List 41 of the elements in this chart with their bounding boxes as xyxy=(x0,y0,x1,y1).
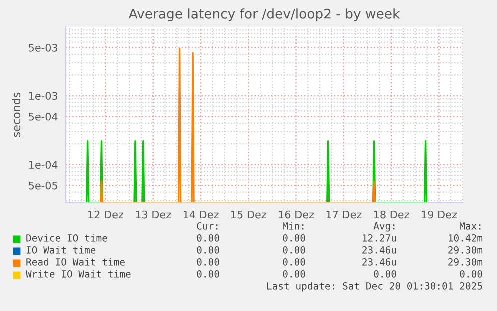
text: 0.00 xyxy=(197,270,220,278)
text: 23.46u xyxy=(362,246,396,254)
x-tick-label: 13 Dez xyxy=(136,210,172,219)
text: 0.00 xyxy=(283,246,306,254)
text: 0.00 xyxy=(460,270,482,278)
text: 0.00 xyxy=(197,234,220,242)
text: 12.27u xyxy=(363,234,396,242)
y-tick-label: 1e-03 xyxy=(29,92,58,100)
legend-label: Device IO time xyxy=(26,234,108,242)
text: 10.42m xyxy=(449,234,483,242)
text: Min: xyxy=(282,222,304,230)
x-tick-label: 14 Dez xyxy=(184,210,219,219)
x-tick-label: 15 Dez xyxy=(232,210,266,219)
legend-label: IO Wait time xyxy=(26,246,96,254)
text: 0.00 xyxy=(283,270,306,278)
text: Max: xyxy=(460,222,481,230)
y-axis-title: seconds xyxy=(12,92,21,138)
x-tick-label: 16 Dez xyxy=(279,210,314,219)
text: 0.00 xyxy=(283,258,306,266)
text: Cur: xyxy=(197,222,218,230)
line-series xyxy=(100,48,376,203)
legend-label: Write IO Wait time xyxy=(26,270,131,278)
y-tick-label: 5e-03 xyxy=(29,44,58,52)
y-tick-label: 5e-05 xyxy=(29,182,58,190)
x-tick-label: 19 Dez xyxy=(422,210,457,219)
text: 0.00 xyxy=(197,246,220,254)
y-tick-label: 5e-04 xyxy=(29,112,58,121)
y-tick-label: 1e-04 xyxy=(29,161,58,169)
text: 29.30m xyxy=(448,258,483,266)
text: 0.00 xyxy=(283,234,306,242)
x-tick-label: 12 Dez xyxy=(88,210,124,219)
chart-title: Average latency for /dev/loop2 - by week xyxy=(128,8,400,22)
text: 23.46u xyxy=(362,258,396,266)
text: Avg: xyxy=(374,222,395,232)
legend-label: Read IO Wait time xyxy=(26,258,125,266)
text: Last update: Sat Dec 20 01:30:01 2025 xyxy=(267,282,482,292)
text: 0.00 xyxy=(374,270,396,278)
x-tick-label: 18 Dez xyxy=(374,210,410,219)
text: 0.00 xyxy=(197,258,220,266)
text: 29.30m xyxy=(448,246,483,254)
x-tick-label: 17 Dez xyxy=(326,210,362,219)
